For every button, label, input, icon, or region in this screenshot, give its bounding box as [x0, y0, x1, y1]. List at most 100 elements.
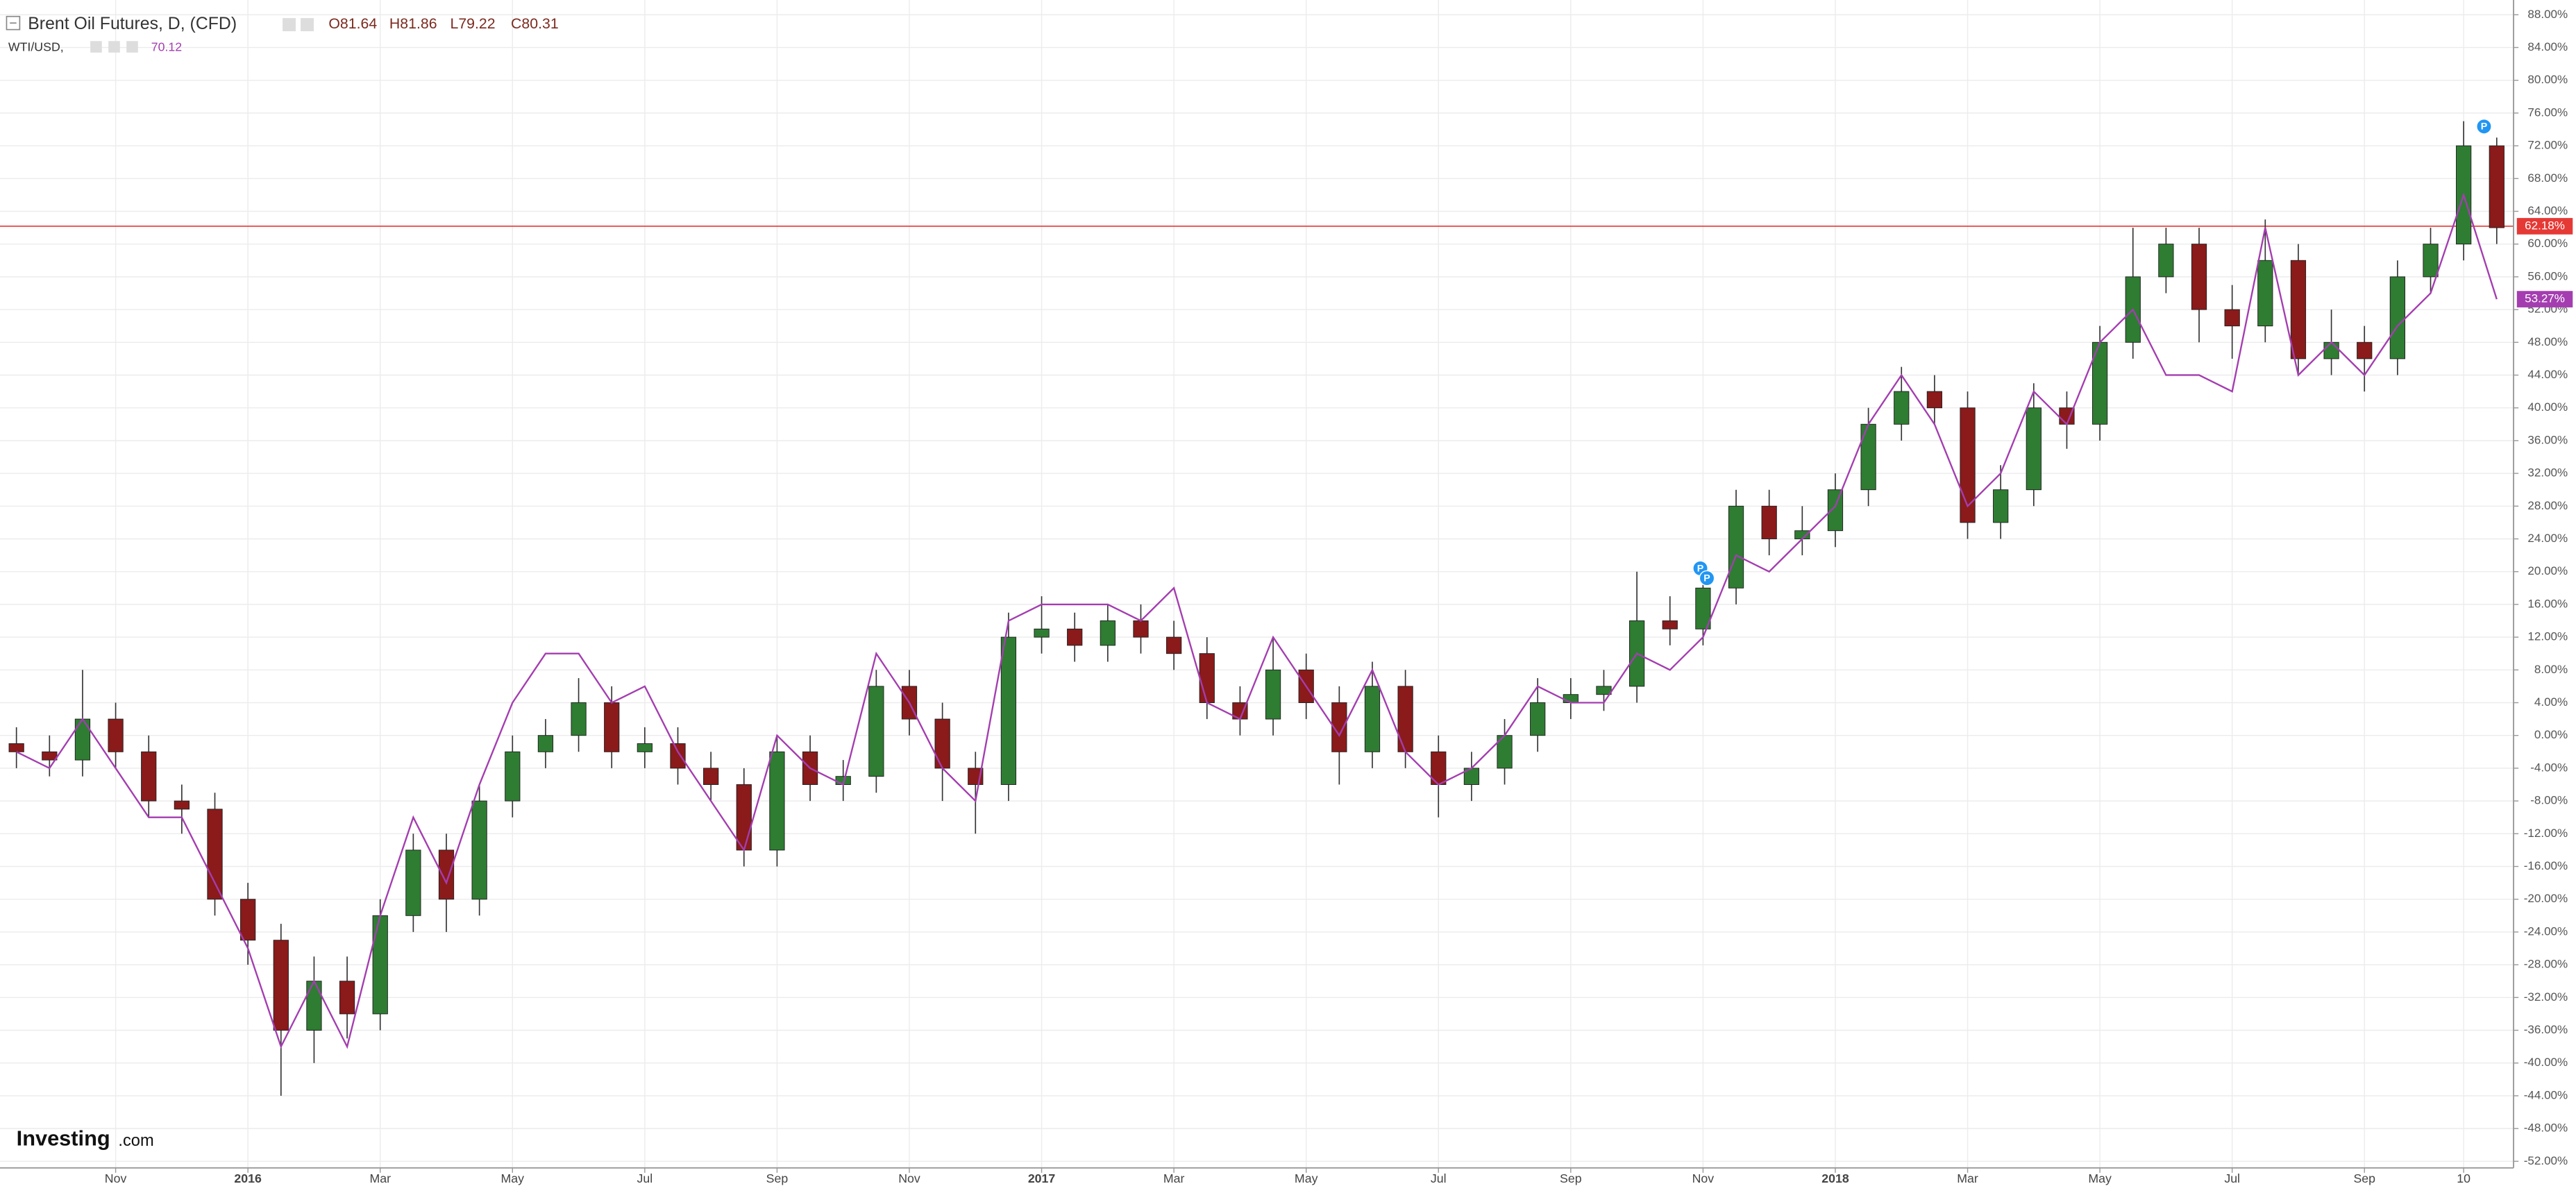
candle-body: [1530, 702, 1546, 736]
y-tick-label: 16.00%: [2527, 597, 2568, 610]
candle-body: [1331, 702, 1347, 752]
y-tick-label: -36.00%: [2524, 1023, 2568, 1036]
candle-body: [1100, 620, 1116, 646]
price-badge: [2516, 218, 2573, 235]
y-tick-label: 56.00%: [2527, 269, 2568, 282]
compare-series-name: WTI/USD,: [8, 40, 64, 53]
y-tick-label: 28.00%: [2527, 499, 2568, 512]
candle-body: [505, 751, 521, 802]
candle-body: [2290, 260, 2307, 359]
candle-body: [42, 751, 58, 761]
collapse-icon[interactable]: [6, 15, 21, 31]
candle-body: [1993, 489, 2009, 523]
candle-body: [571, 702, 587, 736]
candle-body: [2489, 145, 2505, 228]
x-tick-label: Jul: [1431, 1171, 1447, 1185]
x-tick-label: Jul: [637, 1171, 653, 1185]
last-value-badge: [2516, 291, 2573, 307]
compare-settings-icon[interactable]: [90, 41, 102, 53]
settings-icon[interactable]: [283, 18, 296, 31]
y-tick-label: -8.00%: [2530, 794, 2568, 807]
event-marker-label: P: [2481, 121, 2487, 133]
x-tick-label: Mar: [1163, 1171, 1185, 1185]
x-tick-label: Jul: [2224, 1171, 2240, 1185]
candle-body: [240, 899, 256, 941]
candle-body: [2257, 260, 2273, 327]
candle-body: [306, 981, 322, 1031]
y-tick-label: -32.00%: [2524, 990, 2568, 1004]
compare-visibility-icon[interactable]: [108, 41, 120, 53]
y-tick-label: 84.00%: [2527, 40, 2568, 53]
y-tick-label: -40.00%: [2524, 1056, 2568, 1069]
ohlc-label: L79.22: [450, 15, 495, 32]
y-tick-label: 12.00%: [2527, 630, 2568, 643]
event-marker-label: P: [1703, 573, 1710, 584]
candle-body: [207, 809, 223, 900]
candle-body: [2389, 276, 2406, 359]
candle-body: [273, 940, 289, 1031]
ohlc-label: C80.31: [511, 15, 559, 32]
candle-body: [1265, 669, 1281, 720]
series-title: Brent Oil Futures, D, (CFD): [28, 15, 237, 33]
candle-body: [1860, 423, 1876, 491]
candle-body: [2191, 244, 2207, 310]
candle-body: [1894, 391, 1910, 425]
y-tick-label: -4.00%: [2530, 761, 2568, 774]
y-tick-label: 36.00%: [2527, 433, 2568, 446]
compare-header-value: 70.12: [151, 40, 182, 53]
y-tick-label: -12.00%: [2524, 827, 2568, 840]
visibility-icon[interactable]: [301, 18, 314, 31]
candle-body: [537, 735, 554, 752]
y-tick-label: 76.00%: [2527, 105, 2568, 119]
candle-body: [108, 718, 124, 752]
x-tick-label: Mar: [369, 1171, 391, 1185]
candle-body: [1926, 391, 1943, 409]
y-tick-label: 24.00%: [2527, 532, 2568, 545]
y-tick-label: -44.00%: [2524, 1088, 2568, 1101]
compare-remove-icon[interactable]: [126, 41, 138, 53]
x-tick-label: Nov: [1692, 1171, 1715, 1185]
x-tick-label: Sep: [2353, 1171, 2375, 1185]
event-marker: [2476, 118, 2492, 135]
x-tick-label: May: [2088, 1171, 2112, 1185]
candle-body: [1563, 694, 1579, 703]
x-tick-label: Sep: [766, 1171, 789, 1185]
y-tick-label: -16.00%: [2524, 859, 2568, 872]
x-tick-label: Nov: [898, 1171, 920, 1185]
candle-body: [1000, 636, 1017, 785]
candle-body: [604, 702, 620, 752]
x-tick-label: Mar: [1957, 1171, 1978, 1185]
candle-body: [868, 686, 884, 777]
event-marker: [1699, 570, 1715, 586]
candle-body: [8, 743, 24, 752]
y-tick-label: -24.00%: [2524, 924, 2568, 938]
ohlc-header: O81.64 H81.86 L79.22 C80.31: [328, 15, 558, 32]
y-tick-label: 8.00%: [2534, 663, 2568, 676]
x-tick-label: 2017: [1028, 1171, 1056, 1185]
candle-body: [2158, 244, 2174, 278]
candle-body: [2323, 341, 2339, 359]
candle-body: [1133, 620, 1149, 638]
candle-body: [1397, 686, 1413, 752]
candle-body: [637, 743, 653, 752]
event-marker-label: P: [1697, 563, 1703, 574]
plot: PPP: [8, 118, 2505, 1096]
logo-suffix: .com: [118, 1132, 153, 1150]
candle-body: [141, 751, 157, 802]
x-tick-label: Nov: [105, 1171, 127, 1185]
candle-body: [1596, 686, 1612, 695]
ohlc-label: O81.64: [328, 15, 377, 32]
x-tick-label: May: [501, 1171, 525, 1185]
candle-body: [1364, 686, 1381, 752]
y-tick-label: -52.00%: [2524, 1154, 2568, 1167]
y-tick-label: 72.00%: [2527, 139, 2568, 152]
y-tick-label: 80.00%: [2527, 73, 2568, 86]
y-tick-label: 4.00%: [2534, 695, 2568, 709]
last-value-label: 53.27%: [2525, 292, 2565, 305]
candle-body: [1166, 636, 1182, 654]
candle-body: [1728, 505, 1744, 589]
axes: 88.00% 84.00% 80.00% 76.00% 72.00% 68.00% 64.0…: [105, 8, 2573, 1185]
candle-body: [74, 718, 91, 761]
